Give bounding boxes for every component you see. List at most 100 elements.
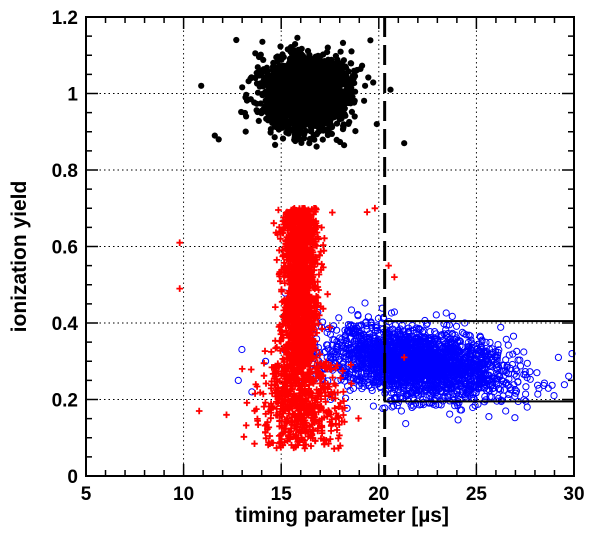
data-point xyxy=(493,353,501,361)
data-point xyxy=(507,386,515,394)
data-point xyxy=(461,357,469,365)
data-point xyxy=(408,321,416,329)
data-point xyxy=(422,366,430,374)
data-point xyxy=(348,365,356,373)
data-point xyxy=(335,314,343,322)
data-point xyxy=(243,399,251,407)
data-point xyxy=(544,384,552,392)
data-point xyxy=(469,403,477,412)
data-point xyxy=(442,309,450,317)
data-point xyxy=(473,377,481,385)
data-point xyxy=(335,403,342,411)
data-point xyxy=(482,355,490,363)
data-point xyxy=(345,372,353,380)
data-point xyxy=(550,392,558,400)
data-point xyxy=(460,354,468,362)
data-point xyxy=(565,372,573,380)
data-point xyxy=(374,314,382,323)
data-point xyxy=(330,380,338,387)
data-point xyxy=(476,333,485,341)
data-point xyxy=(447,335,455,343)
data-point xyxy=(361,373,369,381)
data-point xyxy=(369,353,377,361)
data-point xyxy=(417,333,425,342)
data-point xyxy=(408,370,416,378)
data-point xyxy=(502,335,510,343)
data-point xyxy=(367,321,376,329)
data-point xyxy=(234,376,242,384)
data-point xyxy=(278,266,285,274)
data-point xyxy=(254,421,262,428)
data-point xyxy=(453,388,461,396)
data-point xyxy=(264,425,271,433)
data-point xyxy=(526,375,534,383)
data-point xyxy=(364,378,372,386)
data-point xyxy=(395,370,403,378)
data-point xyxy=(324,341,332,349)
data-point xyxy=(447,351,455,359)
data-point xyxy=(262,357,270,365)
data-point xyxy=(307,305,314,312)
data-point xyxy=(554,353,563,361)
data-point xyxy=(460,330,468,338)
data-point xyxy=(336,442,344,449)
data-point xyxy=(357,339,365,348)
data-point xyxy=(367,384,375,392)
data-points xyxy=(176,34,576,452)
data-point xyxy=(395,385,403,393)
data-point xyxy=(412,399,420,407)
data-point xyxy=(420,387,428,395)
data-point xyxy=(424,370,432,378)
data-point xyxy=(495,385,503,393)
data-point xyxy=(448,352,456,360)
data-point xyxy=(522,383,530,391)
data-point xyxy=(462,366,470,375)
data-point xyxy=(411,376,419,384)
data-point xyxy=(332,347,340,356)
data-point xyxy=(327,352,335,360)
data-point xyxy=(360,359,368,367)
data-point xyxy=(393,402,401,410)
data-point xyxy=(404,327,412,335)
data-point xyxy=(333,326,341,334)
data-point xyxy=(493,375,501,383)
data-point xyxy=(454,416,462,424)
data-point xyxy=(390,308,398,316)
data-point xyxy=(425,337,433,345)
data-point xyxy=(560,381,569,389)
data-point xyxy=(376,329,384,337)
data-point xyxy=(349,356,358,364)
data-point xyxy=(456,396,464,404)
data-point xyxy=(395,383,403,391)
data-point xyxy=(318,325,326,333)
data-point xyxy=(363,368,371,376)
data-point xyxy=(323,328,331,337)
data-point xyxy=(509,332,518,340)
data-point xyxy=(279,217,287,225)
data-point xyxy=(446,410,454,418)
data-point xyxy=(327,422,335,430)
data-point xyxy=(319,241,327,249)
data-point xyxy=(368,363,376,371)
data-point xyxy=(357,331,365,339)
data-point xyxy=(402,374,410,382)
data-point xyxy=(438,372,446,380)
data-point xyxy=(470,368,478,376)
data-point xyxy=(493,364,501,372)
data-point xyxy=(367,37,374,44)
data-point xyxy=(312,338,319,345)
data-point xyxy=(398,321,406,329)
data-point xyxy=(372,322,380,330)
data-point xyxy=(454,360,462,368)
data-point xyxy=(268,348,275,356)
data-point xyxy=(352,326,360,334)
data-point xyxy=(273,405,280,413)
data-point xyxy=(251,390,259,397)
data-point xyxy=(360,331,368,339)
data-point xyxy=(316,312,323,319)
data-point xyxy=(318,224,325,231)
data-point xyxy=(322,398,329,406)
data-point xyxy=(438,357,446,365)
data-point xyxy=(327,435,334,443)
data-point xyxy=(467,346,475,354)
